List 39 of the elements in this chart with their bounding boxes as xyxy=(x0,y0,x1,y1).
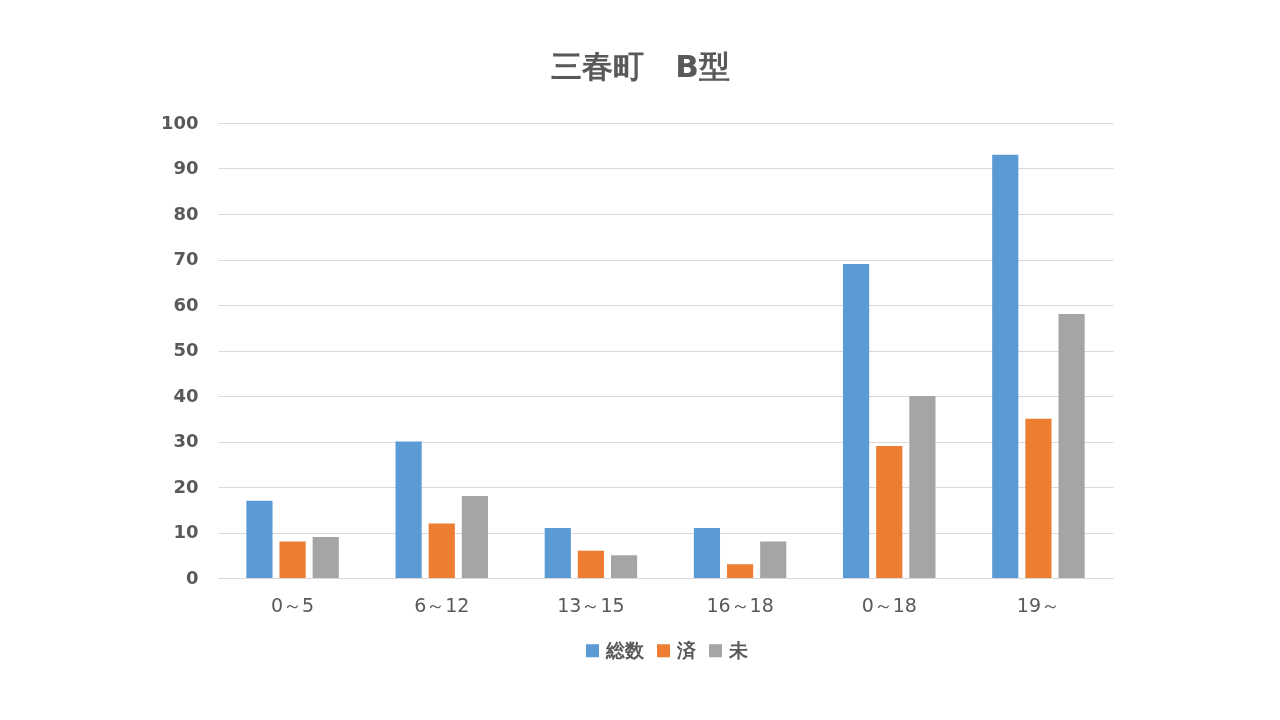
x-tick-label: 16～18 xyxy=(706,593,774,616)
bar xyxy=(909,396,936,578)
bar xyxy=(544,527,571,578)
bar xyxy=(760,541,787,578)
y-tick-label: 100 xyxy=(160,111,199,133)
x-tick-label: 6～12 xyxy=(414,593,470,616)
bar xyxy=(428,523,455,578)
bar xyxy=(992,154,1019,578)
x-tick-label: 0～5 xyxy=(270,593,315,616)
bar xyxy=(279,541,306,578)
bar xyxy=(726,564,754,578)
bar xyxy=(1025,418,1052,578)
bar xyxy=(1058,314,1085,578)
y-tick-label: 60 xyxy=(173,293,199,315)
bar xyxy=(577,550,605,578)
x-tick-label: 13～15 xyxy=(557,593,625,616)
y-tick-label: 50 xyxy=(173,339,199,360)
y-tick-label: 40 xyxy=(173,384,199,406)
x-tick-label: 0～18 xyxy=(861,593,917,616)
y-tick-label: 10 xyxy=(173,521,199,542)
bar xyxy=(461,496,488,578)
y-tick-label: 90 xyxy=(173,157,199,178)
bar xyxy=(246,500,273,578)
bar xyxy=(843,264,870,578)
bar xyxy=(610,555,638,578)
y-tick-label: 80 xyxy=(173,202,199,224)
y-tick-label: 20 xyxy=(173,475,199,497)
y-tick-label: 0 xyxy=(185,566,199,588)
x-tick-label: 19～ xyxy=(1016,593,1061,616)
bar xyxy=(876,446,903,578)
legend-label: 総数 xyxy=(605,638,645,661)
y-tick-label: 70 xyxy=(173,248,199,269)
legend-label: 済 xyxy=(676,638,697,661)
bar xyxy=(693,527,721,578)
legend-label: 未 xyxy=(728,638,748,661)
bar xyxy=(312,537,339,578)
y-tick-label: 30 xyxy=(173,430,199,451)
bar xyxy=(395,441,422,578)
chart-title: 三春町 B型 xyxy=(551,48,730,84)
